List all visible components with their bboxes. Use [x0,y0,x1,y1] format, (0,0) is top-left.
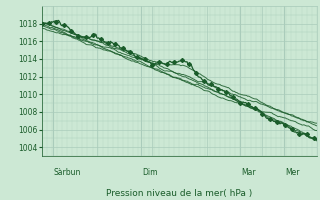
Text: Mar: Mar [241,168,256,177]
Text: Mer: Mer [285,168,300,177]
Text: Dim: Dim [142,168,157,177]
Text: Sàrbun: Sàrbun [54,168,81,177]
Text: Pression niveau de la mer( hPa ): Pression niveau de la mer( hPa ) [106,189,252,198]
